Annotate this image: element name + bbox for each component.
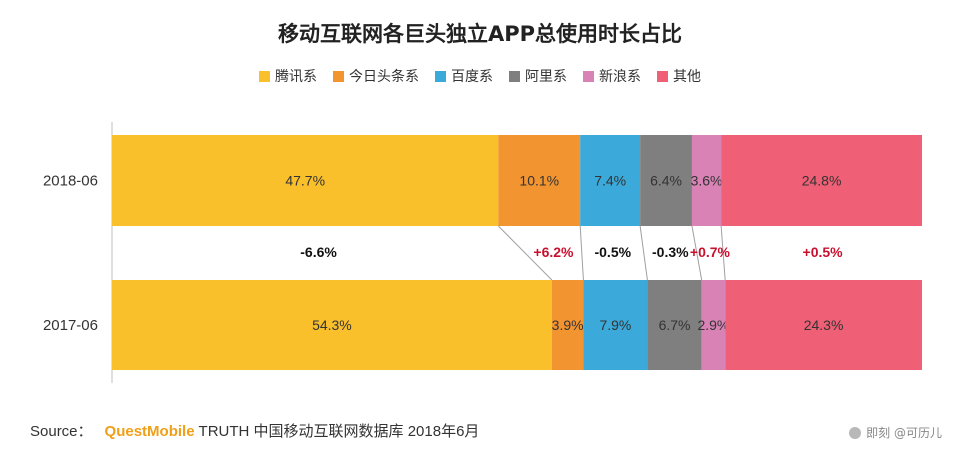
legend-label: 阿里系 bbox=[525, 69, 567, 85]
legend-label: 腾讯系 bbox=[275, 69, 317, 85]
watermark-icon bbox=[849, 426, 862, 439]
legend-item: 新浪系 bbox=[583, 66, 641, 86]
connector-line bbox=[720, 225, 726, 281]
bar-segment bbox=[580, 135, 641, 226]
bar-segment bbox=[725, 280, 922, 370]
bar-segment bbox=[701, 280, 726, 370]
data-label: 6.4% bbox=[650, 173, 682, 189]
source-brand: QuestMobile bbox=[104, 423, 195, 440]
legend-swatch bbox=[509, 70, 520, 82]
legend-label: 今日头条系 bbox=[349, 69, 419, 85]
data-label: 7.9% bbox=[599, 317, 631, 333]
data-label: 24.3% bbox=[804, 317, 844, 333]
legend-item: 其他 bbox=[657, 66, 701, 86]
legend-swatch bbox=[333, 70, 344, 82]
bar-segment bbox=[551, 280, 584, 370]
data-label: 24.8% bbox=[802, 173, 842, 189]
change-label: -0.5% bbox=[594, 244, 631, 260]
legend-item: 阿里系 bbox=[509, 66, 567, 86]
change-label: +0.5% bbox=[803, 244, 844, 260]
data-label: 54.3% bbox=[312, 317, 352, 333]
source-text: TRUTH 中国移动互联网数据库 2018年6月 bbox=[198, 423, 480, 440]
bar-segment bbox=[691, 135, 722, 226]
change-label: -6.6% bbox=[300, 244, 337, 260]
legend-item: 百度系 bbox=[435, 66, 493, 86]
bar-segment bbox=[647, 280, 702, 370]
data-label: 3.6% bbox=[691, 173, 723, 189]
legend-swatch bbox=[583, 70, 594, 82]
legend-swatch bbox=[259, 70, 270, 82]
data-label: 47.7% bbox=[285, 173, 325, 189]
bar-segment bbox=[498, 135, 581, 226]
data-label: 7.4% bbox=[594, 173, 626, 189]
legend-label: 新浪系 bbox=[599, 69, 641, 85]
chart-legend: 腾讯系 今日头条系 百度系 阿里系 新浪系 其他 bbox=[0, 66, 960, 86]
legend-label: 其他 bbox=[673, 69, 701, 85]
legend-swatch bbox=[657, 70, 668, 82]
legend-item: 今日头条系 bbox=[333, 66, 419, 86]
data-label: 6.7% bbox=[659, 317, 691, 333]
connector-line bbox=[498, 225, 553, 281]
legend-label: 百度系 bbox=[451, 69, 493, 85]
bar-segment bbox=[112, 280, 552, 370]
data-label: 3.9% bbox=[552, 317, 584, 333]
change-label: +0.7% bbox=[690, 244, 731, 260]
data-label: 10.1% bbox=[519, 173, 559, 189]
change-label: +6.2% bbox=[533, 244, 574, 260]
change-label: -0.3% bbox=[652, 244, 689, 260]
legend-swatch bbox=[435, 70, 446, 82]
connector-line bbox=[639, 225, 648, 281]
bar-segment bbox=[640, 135, 692, 226]
watermark: 即刻 @可历儿 bbox=[849, 424, 942, 441]
source-prefix: Source： bbox=[30, 423, 93, 440]
category-label: 2018-06 bbox=[43, 173, 98, 190]
legend-item: 腾讯系 bbox=[259, 66, 317, 86]
data-label: 2.9% bbox=[697, 317, 729, 333]
connector-line bbox=[579, 225, 584, 281]
watermark-text: 即刻 @可历儿 bbox=[866, 426, 942, 440]
bar-segment bbox=[583, 280, 648, 370]
connector-line bbox=[691, 225, 703, 281]
chart-title: 移动互联网各巨头独立APP总使用时长占比 bbox=[277, 22, 683, 46]
category-label: 2017-06 bbox=[43, 317, 98, 334]
bar-segment bbox=[112, 135, 499, 226]
source-note: Source： QuestMobile TRUTH 中国移动互联网数据库 2018年… bbox=[30, 420, 479, 441]
bar-segment bbox=[721, 135, 922, 226]
